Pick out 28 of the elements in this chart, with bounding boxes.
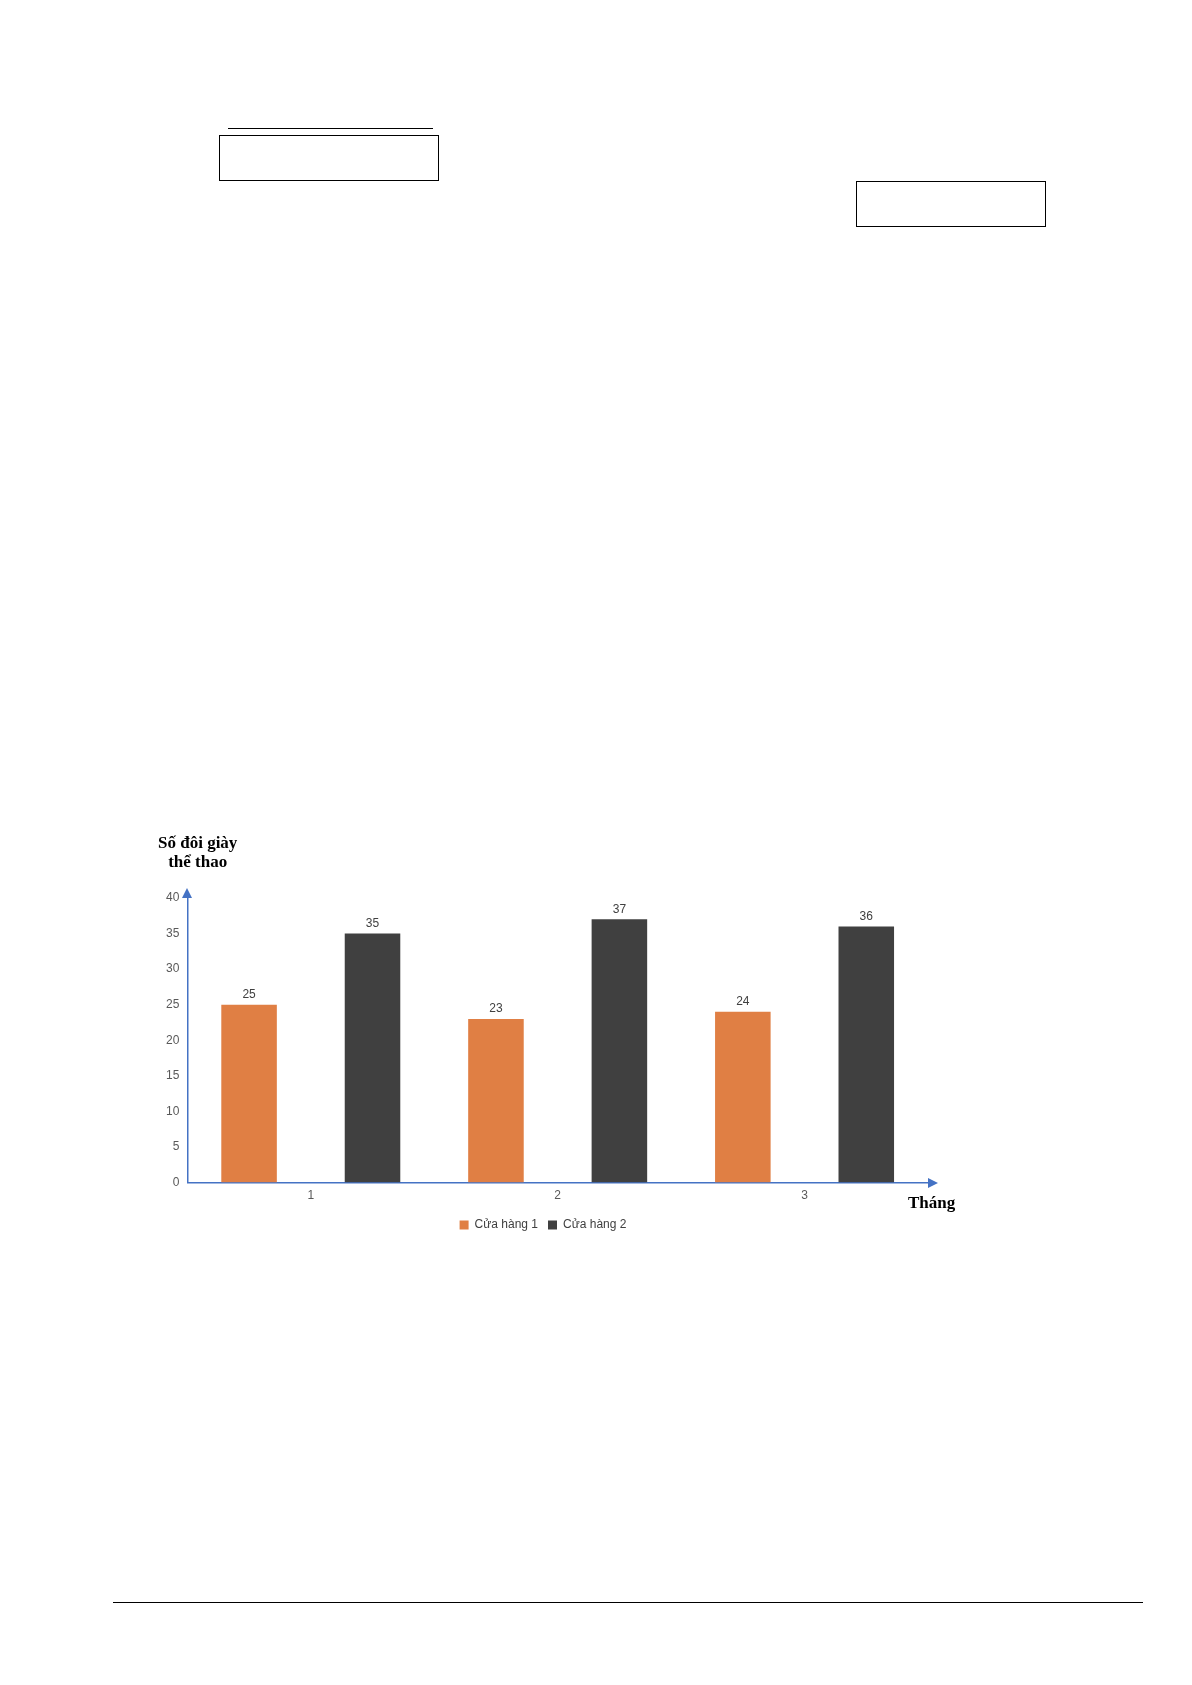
y-tick-label: 30	[165, 961, 180, 976]
x-tick-label: 2	[554, 1188, 562, 1203]
bar	[468, 1018, 524, 1183]
bar	[715, 1011, 771, 1183]
data-label: 35	[365, 915, 380, 930]
y-tick-label: 5	[172, 1139, 180, 1154]
data-label: 37	[612, 901, 627, 916]
y-tick-label: 20	[165, 1032, 180, 1047]
bar	[591, 919, 648, 1183]
x-tick-label: 1	[307, 1188, 315, 1203]
data-label: 25	[242, 987, 257, 1002]
x-axis-title: Tháng	[908, 1192, 956, 1213]
legend-label: Cửa hàng 1	[474, 1217, 539, 1232]
bar	[221, 1004, 277, 1183]
y-tick-label: 35	[165, 925, 180, 940]
y-tick-label: 25	[165, 997, 180, 1012]
legend-label: Cửa hàng 2	[563, 1217, 627, 1232]
y-tick-label: 15	[165, 1068, 180, 1083]
data-label: 36	[859, 908, 874, 923]
bar	[838, 926, 895, 1183]
y-tick-label: 10	[165, 1103, 180, 1118]
y-axis-title: Số đôi giày thể thao	[158, 833, 238, 871]
y-tick-label: 40	[165, 890, 180, 905]
bar	[344, 933, 401, 1183]
data-label: 23	[489, 1001, 503, 1016]
data-label: 24	[736, 994, 750, 1009]
x-tick-label: 3	[801, 1188, 809, 1203]
y-tick-label: 0	[172, 1174, 180, 1189]
